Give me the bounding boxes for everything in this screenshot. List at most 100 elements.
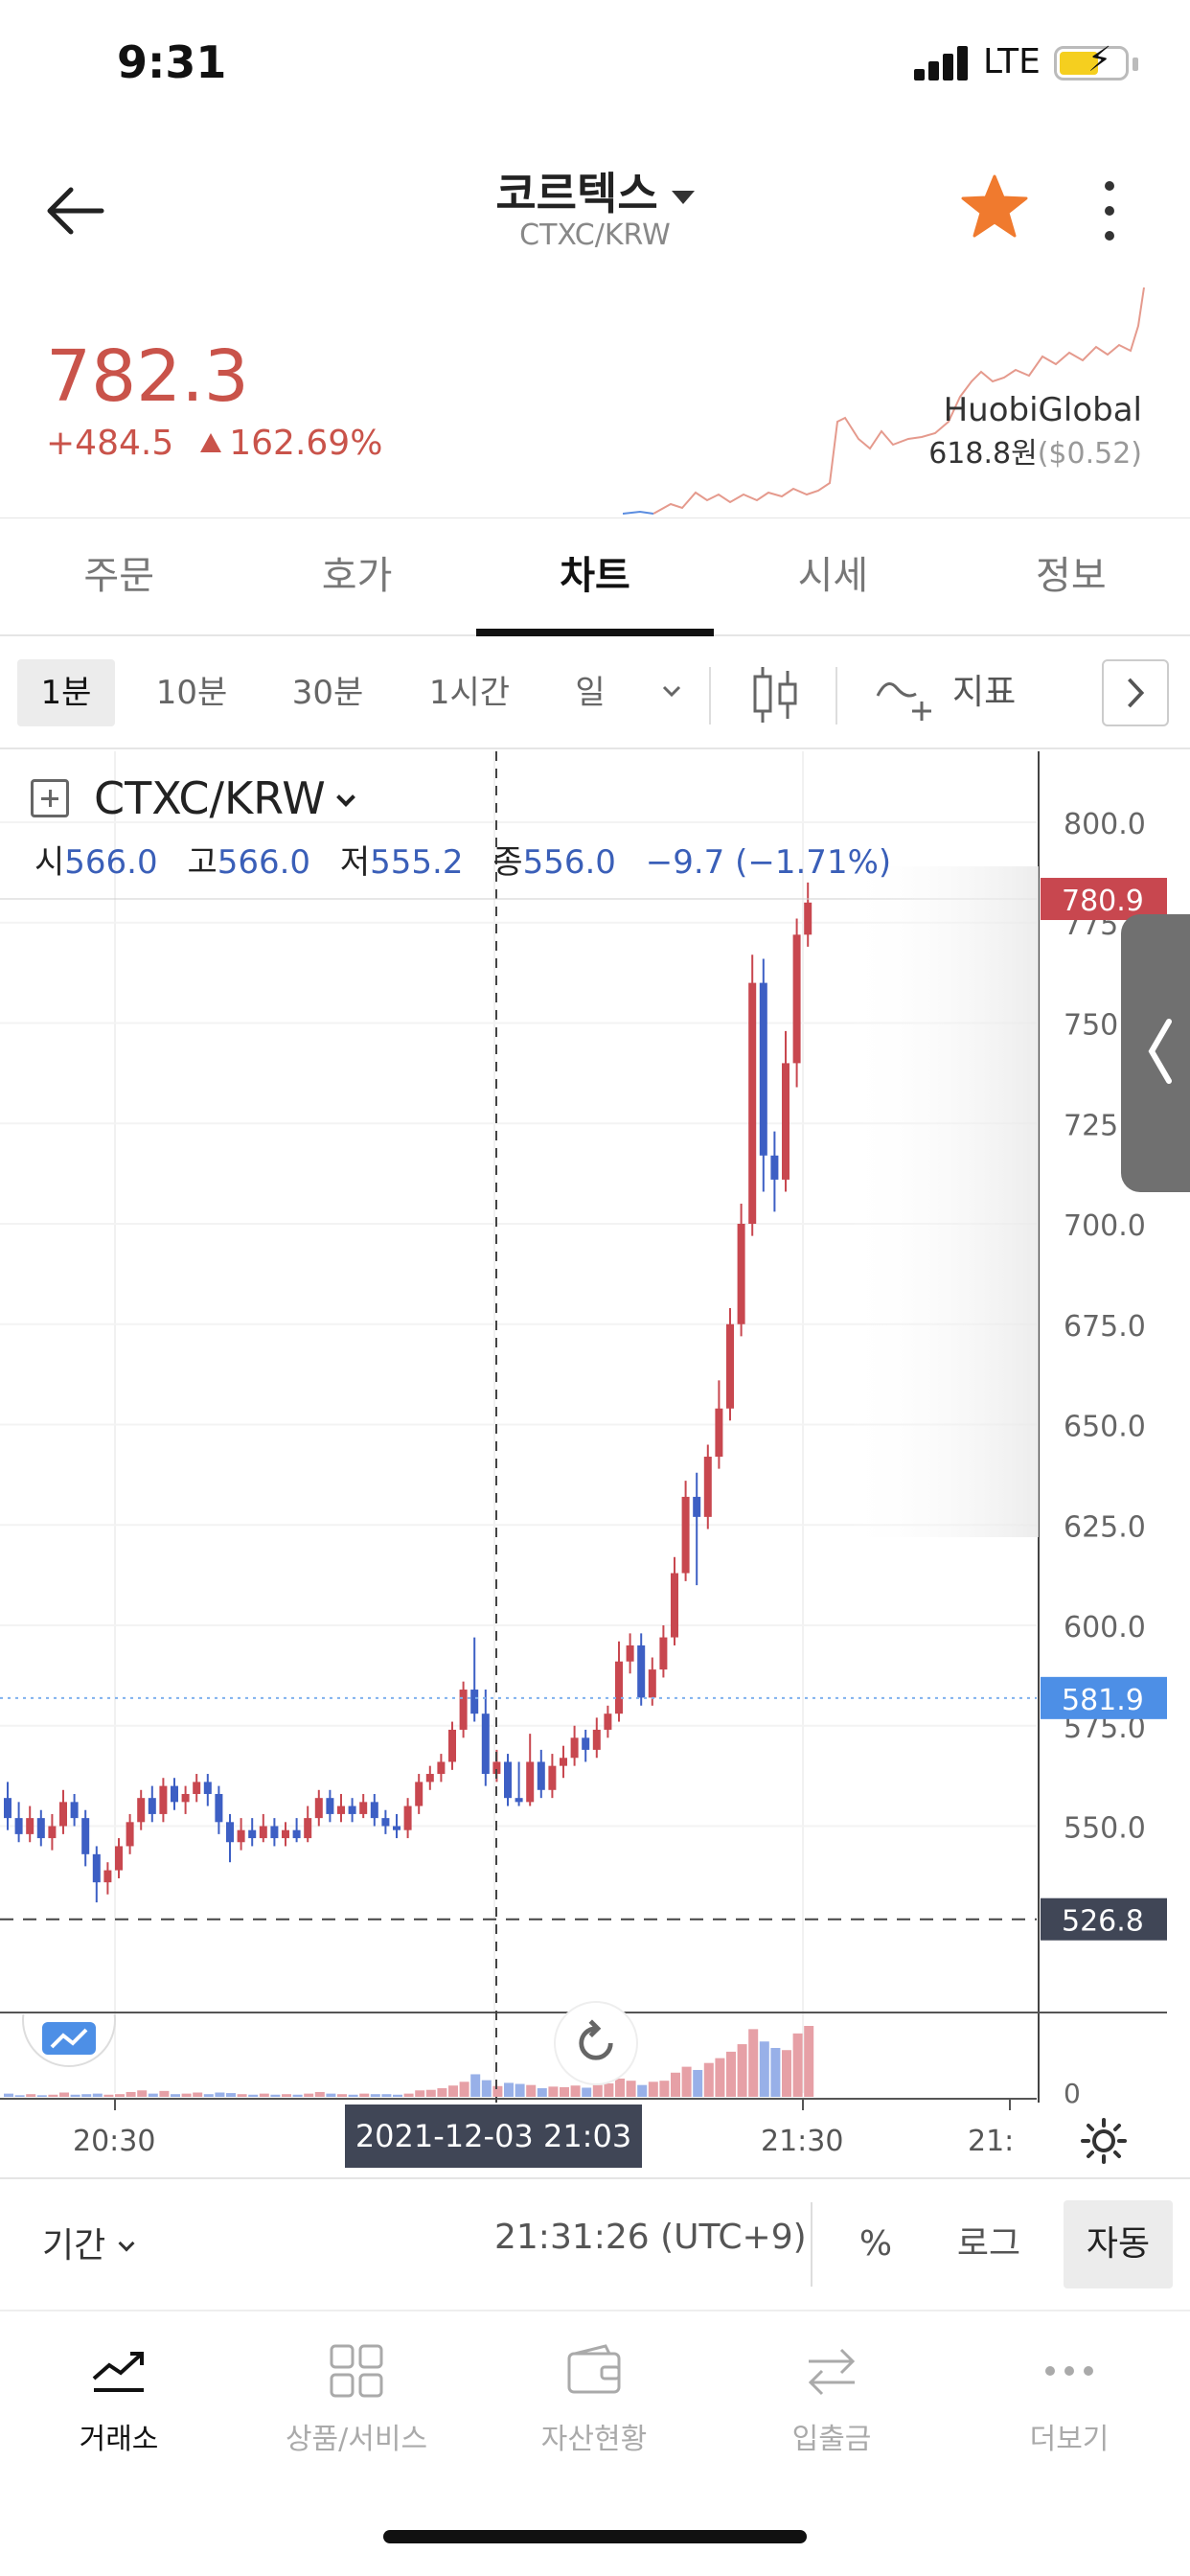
percent-scale-button[interactable]: % [858,2224,893,2264]
candlestick-chart[interactable]: 800.0775.0750.0725.0700.0675.0650.0625.0… [0,751,1190,2175]
volume-bar [592,2084,603,2097]
candle-body [770,1155,779,1180]
chevron-down-icon [118,2235,135,2252]
candle-body [560,1758,567,1766]
timeframe-30m[interactable]: 30분 [291,674,364,712]
status-time: 9:31 [117,36,227,88]
tab-info[interactable]: 정보 [1036,554,1107,598]
x-tick-label: 20:30 [73,2125,155,2158]
volume-bar [626,2081,636,2097]
tab-chart[interactable]: 차트 [475,518,715,636]
candle-body [36,1818,45,1839]
tab-orderbook[interactable]: 호가 [321,554,393,598]
volume-bar [470,2074,481,2097]
coin-selector[interactable]: 코르텍스 [0,159,1190,222]
exchange-price-krw: 618.8원 [928,437,1038,471]
volume-bar [193,2092,203,2097]
candle-body [804,902,812,935]
reference-price-tag-bg [1041,1898,1167,1941]
timeframe-dropdown-icon[interactable] [661,680,682,702]
volume-bar [326,2093,336,2097]
back-arrow-icon[interactable] [42,176,111,245]
candle-body [92,1853,101,1883]
candle-body [403,1806,412,1830]
indicator-button[interactable]: 지표 [952,673,1017,712]
volume-bar [92,2093,103,2097]
side-panel-handle[interactable] [1121,914,1190,1192]
period-label: 기간 [42,2226,106,2266]
candle-body [59,1802,67,1827]
current-price: 782.3 [46,335,249,418]
auto-scale-button[interactable]: 자동 [1064,2200,1173,2288]
close-value: 556.0 [522,843,616,882]
nav-assets[interactable]: 자산현황 [475,2340,713,2457]
status-bar: 9:31 LTE ⚡ [0,0,1190,134]
chart-symbol-selector[interactable]: CTXC/KRW [31,772,355,824]
tab-market[interactable]: 시세 [797,554,869,598]
volume-bar [171,2094,180,2097]
transfer-arrows-icon [808,2348,856,2396]
candle-body [693,1496,701,1517]
nav-products[interactable]: 상품/서비스 [238,2340,475,2457]
nav-exchange[interactable]: 거래소 [0,2340,238,2457]
candle-body [570,1737,579,1759]
candle-body [782,1063,790,1180]
price-chart[interactable]: 800.0 775.0 750.0 725.0 700.0 675.0 650.0 625.0… [0,751,1190,2175]
high-value: 566.0 [217,843,311,882]
volume-bar [36,2095,47,2097]
volume-bar [582,2087,592,2097]
nav-more[interactable]: 더보기 [950,2340,1188,2457]
volume-bar [282,2094,291,2097]
drawing-tool-icon[interactable] [21,2014,117,2087]
tab-order[interactable]: 주문 [83,554,154,598]
toolbar-scroll-right-icon[interactable] [1102,659,1169,726]
volume-bar [681,2066,692,2097]
chart-toolbar: 1분 10분 30분 1시간 일 지표 [0,638,1190,749]
low-label: 저 [339,843,371,882]
candle-body [415,1782,423,1806]
reset-zoom-icon[interactable] [554,2001,638,2085]
y-tick-label: 675.0 [1064,1310,1146,1344]
more-vertical-icon[interactable] [1092,176,1127,245]
volume-bar [314,2091,325,2097]
coin-pair: CTXC/KRW [519,218,671,252]
high-label: 고 [187,843,217,882]
volume-bar [526,2084,537,2097]
candle-body [481,1714,490,1775]
volume-bar [81,2094,92,2097]
candle-body [504,1761,512,1799]
timeframe-10m[interactable]: 10분 [155,674,228,712]
candle-body [737,1224,745,1324]
low-value: 555.2 [370,843,464,882]
open-label: 시 [34,843,65,882]
current-price-tag-bg [1041,878,1167,921]
candle-body [81,1818,90,1854]
candle-body [259,1826,267,1839]
y-tick-label: 650.0 [1064,1411,1146,1444]
timeframe-1h[interactable]: 1시간 [428,674,511,712]
timeframe-1m[interactable]: 1분 [17,659,115,726]
change-readout: −9.7 (−1.71%) [645,843,892,882]
volume-bar [671,2072,680,2097]
indicator-add-icon[interactable] [874,667,941,724]
volume-bar [215,2092,225,2097]
candle-body [203,1782,212,1794]
volume-bar [782,2050,791,2097]
more-horizontal-icon [1045,2366,1093,2376]
add-symbol-icon[interactable] [31,779,69,817]
volume-bar [459,2082,469,2097]
candle-body [4,1798,11,1819]
header: 코르텍스 CTXC/KRW [0,134,1190,278]
favorite-star-icon[interactable] [958,171,1031,243]
gear-icon[interactable] [1081,2118,1127,2164]
crosshair-price-tag: 581.9 [1062,1684,1144,1717]
candle-body [148,1798,156,1814]
log-scale-button[interactable]: 로그 [956,2224,1021,2264]
candlestick-type-icon[interactable] [751,663,799,726]
candle-body [126,1822,134,1847]
candle-body [48,1826,57,1839]
nav-deposit-withdraw[interactable]: 입출금 [713,2340,950,2457]
timeframe-day[interactable]: 일 [575,674,606,712]
period-selector[interactable]: 기간 [42,2218,135,2267]
volume-bar [515,2083,525,2097]
